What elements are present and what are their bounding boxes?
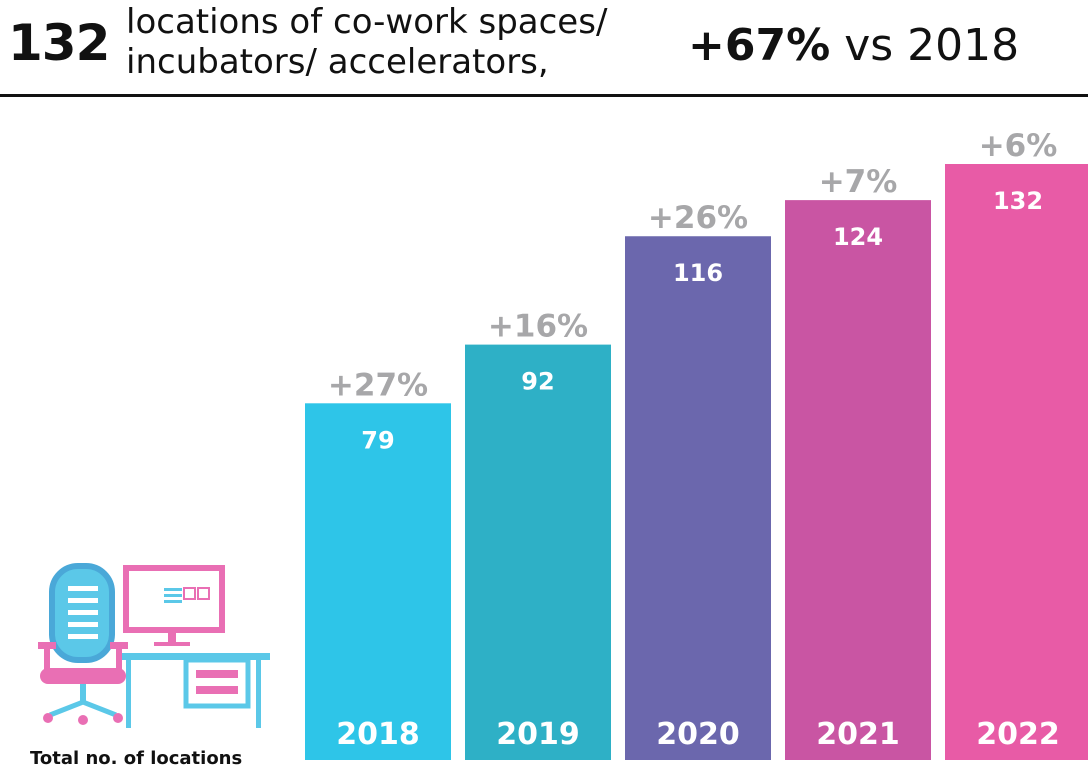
growth-label-2021: +7% xyxy=(819,164,898,200)
category-label-2020: 2020 xyxy=(656,717,740,752)
headline-description: locations of co-work spaces/ incubators/… xyxy=(126,2,608,82)
headline-count: 132 xyxy=(8,14,110,72)
growth-label-2018: +27% xyxy=(328,367,428,403)
headline-change-text: vs 2018 xyxy=(844,20,1020,71)
value-label-2019: 92 xyxy=(521,368,554,396)
growth-label-2022: +6% xyxy=(979,128,1058,164)
locations-bar-chart: +27% 79 2018 +16% 92 2019 +26% 116 2020 +7% 124 202… xyxy=(305,128,1088,760)
header-divider xyxy=(0,94,1088,97)
growth-label-2020: +26% xyxy=(648,200,748,236)
value-label-2020: 116 xyxy=(673,259,723,287)
category-label-2021: 2021 xyxy=(816,717,900,752)
value-label-2022: 132 xyxy=(993,187,1043,215)
category-label-2019: 2019 xyxy=(496,717,580,752)
bar-2021 xyxy=(785,200,931,760)
value-label-2018: 79 xyxy=(361,426,394,454)
bar-2019 xyxy=(465,344,611,760)
growth-label-2019: +16% xyxy=(488,309,588,345)
headline-change: +67% vs 2018 xyxy=(688,20,1019,71)
headline-change-value: +67% xyxy=(688,20,831,71)
chart-footnote: Total no. of locations xyxy=(30,748,243,769)
bar-2022 xyxy=(945,164,1088,760)
bar-2020 xyxy=(625,236,771,760)
bar-2018 xyxy=(305,403,451,760)
category-label-2022: 2022 xyxy=(976,717,1060,752)
category-label-2018: 2018 xyxy=(336,717,420,752)
desk-computer-chair-icon xyxy=(38,563,270,728)
value-label-2021: 124 xyxy=(833,223,883,251)
